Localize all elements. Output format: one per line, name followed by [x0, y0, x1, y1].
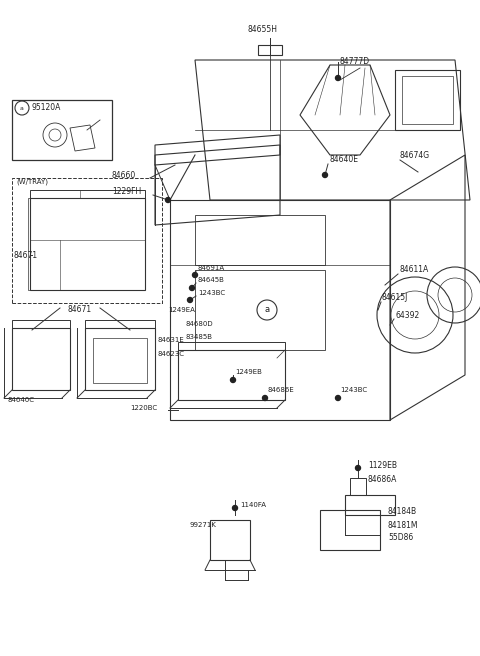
- Text: a: a: [20, 106, 24, 110]
- Bar: [12, 100, 112, 160]
- Text: 84671: 84671: [14, 251, 38, 260]
- Bar: [195, 270, 325, 350]
- Text: 1243BC: 1243BC: [198, 290, 225, 296]
- Circle shape: [336, 75, 340, 81]
- Circle shape: [230, 377, 236, 382]
- Text: 1140FA: 1140FA: [240, 502, 266, 508]
- Bar: [93, 338, 147, 383]
- Text: 1220BC: 1220BC: [130, 405, 157, 411]
- Circle shape: [336, 396, 340, 401]
- Text: 1229FH: 1229FH: [112, 188, 141, 197]
- Text: (W/TRAY): (W/TRAY): [16, 178, 48, 185]
- Circle shape: [190, 285, 194, 291]
- Text: 99271K: 99271K: [190, 522, 217, 528]
- Bar: [320, 510, 380, 550]
- Text: 84671: 84671: [68, 306, 92, 314]
- Circle shape: [263, 396, 267, 401]
- Bar: [402, 76, 453, 124]
- Text: 84655H: 84655H: [248, 26, 278, 35]
- Text: 84640C: 84640C: [8, 397, 35, 403]
- Text: 84686A: 84686A: [368, 476, 397, 485]
- Text: 95120A: 95120A: [32, 104, 61, 112]
- Text: 84181M: 84181M: [388, 520, 419, 529]
- Text: 84777D: 84777D: [340, 58, 370, 66]
- Circle shape: [188, 298, 192, 302]
- Bar: [12, 178, 162, 303]
- Bar: [395, 70, 460, 130]
- Text: 64392: 64392: [395, 310, 419, 319]
- Text: 84645B: 84645B: [198, 277, 225, 283]
- Text: 83485B: 83485B: [185, 334, 212, 340]
- Bar: [195, 215, 325, 265]
- Text: 1129EB: 1129EB: [368, 461, 397, 470]
- Text: 84631E: 84631E: [158, 337, 185, 343]
- Text: 1243BC: 1243BC: [340, 387, 367, 393]
- Text: a: a: [264, 306, 270, 314]
- Text: 84674G: 84674G: [400, 150, 430, 159]
- Text: 84184B: 84184B: [388, 508, 417, 516]
- Text: 84691A: 84691A: [198, 265, 225, 271]
- Circle shape: [323, 173, 327, 178]
- Text: 84660: 84660: [112, 171, 136, 180]
- Circle shape: [356, 466, 360, 470]
- Text: 84680D: 84680D: [185, 321, 213, 327]
- Circle shape: [166, 197, 170, 203]
- Circle shape: [192, 272, 197, 277]
- Text: 84611A: 84611A: [400, 266, 429, 274]
- Text: 84615J: 84615J: [382, 293, 408, 302]
- Text: 55D86: 55D86: [388, 533, 413, 543]
- Text: 84640E: 84640E: [330, 155, 359, 165]
- Circle shape: [232, 506, 238, 510]
- Text: 84623C: 84623C: [158, 351, 185, 357]
- Text: 1249EA: 1249EA: [168, 307, 195, 313]
- Text: 1249EB: 1249EB: [235, 369, 262, 375]
- Text: 84686E: 84686E: [268, 387, 295, 393]
